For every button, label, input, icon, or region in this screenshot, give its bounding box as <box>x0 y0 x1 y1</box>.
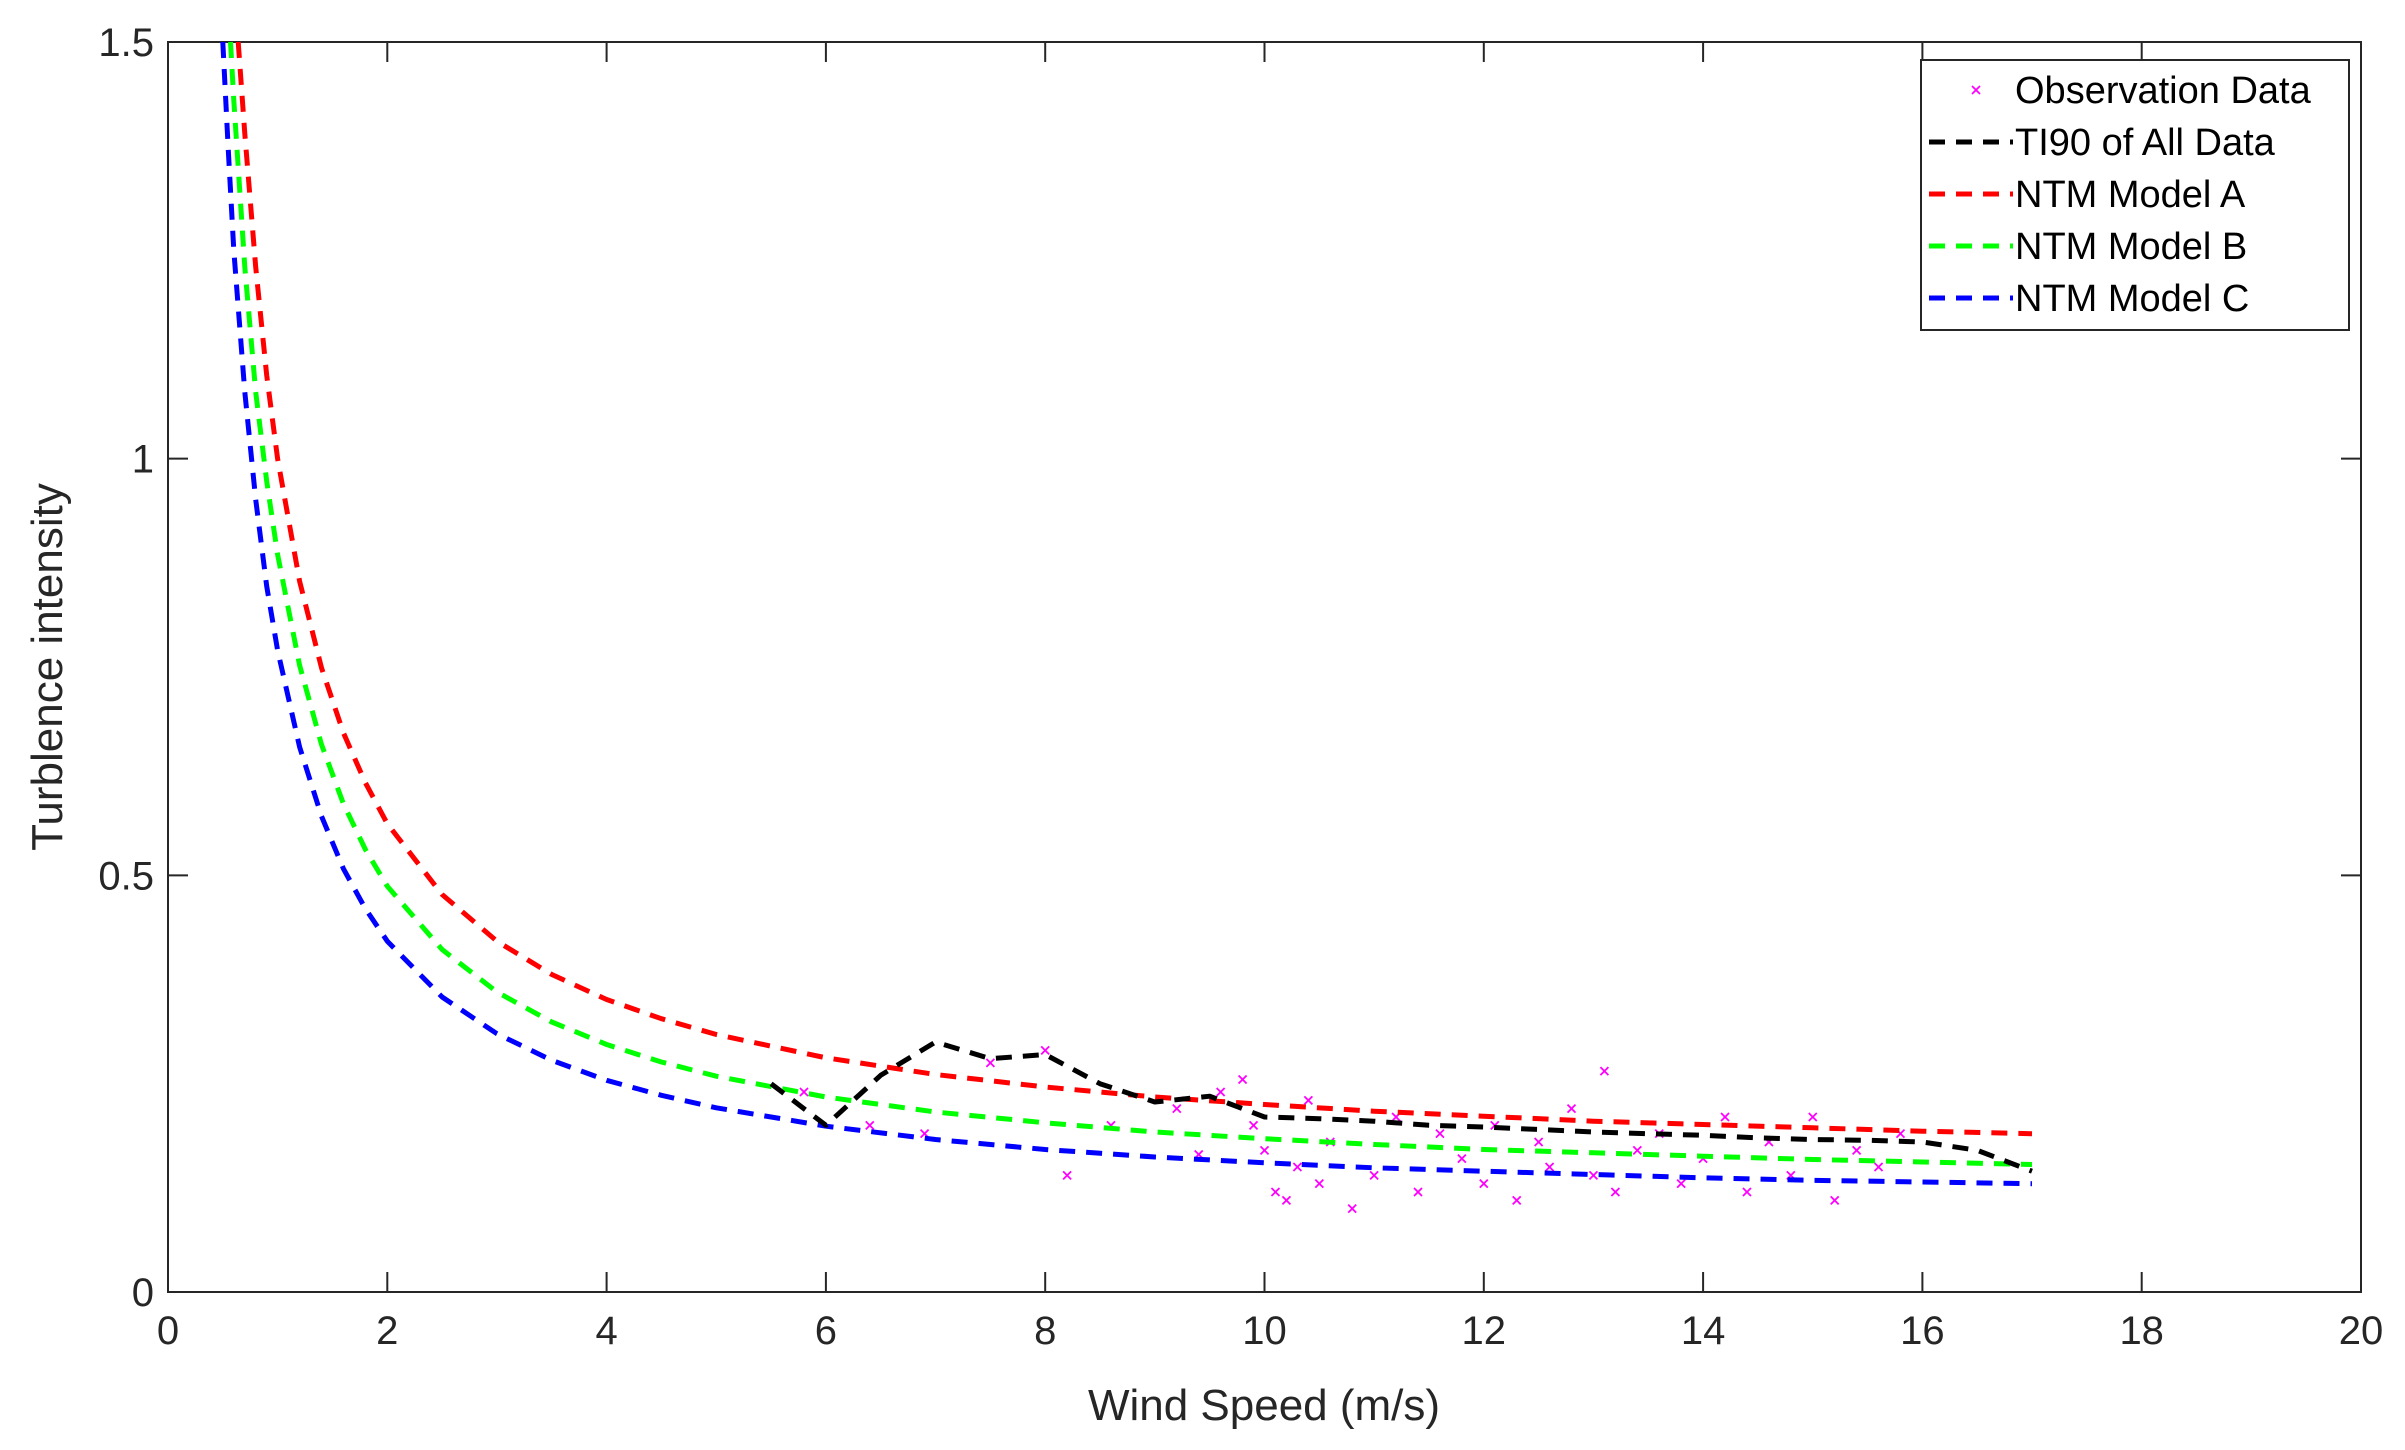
series-ntm-model-c <box>220 41 2033 1187</box>
x-tick-label: 12 <box>1462 1309 1507 1353</box>
series-ti90-of-all-data <box>769 1039 2033 1174</box>
observation-point <box>1720 1112 1730 1122</box>
series-layer <box>220 41 2033 1187</box>
observation-point <box>1873 1162 1884 1172</box>
y-tick-label: 0 <box>132 1271 154 1315</box>
legend-marker <box>1971 85 1981 95</box>
y-axis-label: Turblence intensity <box>23 483 72 851</box>
x-tick-label: 2 <box>376 1309 398 1353</box>
x-tick-label: 20 <box>2339 1309 2384 1353</box>
observation-point <box>1610 1187 1621 1197</box>
legend: Observation Data TI90 of All Data NTM Mode… <box>1920 59 2350 331</box>
observation-point <box>799 1087 809 1097</box>
y-tick-label: 1 <box>132 438 154 482</box>
observation-point <box>1676 1179 1686 1189</box>
observation-point <box>1512 1195 1522 1205</box>
observation-point <box>1479 1179 1489 1189</box>
legend-item: NTM Model C <box>1929 278 2249 320</box>
observation-point <box>1270 1187 1281 1197</box>
observation-point <box>985 1058 996 1068</box>
observation-point <box>1566 1104 1577 1114</box>
observation-point <box>1259 1145 1270 1155</box>
x-tick-label: 0 <box>157 1309 179 1353</box>
observation-point <box>1742 1187 1752 1197</box>
observation-point <box>865 1120 875 1130</box>
observation-point <box>1292 1162 1303 1172</box>
observation-point <box>1216 1087 1226 1097</box>
legend-label: NTM Model A <box>2015 174 2246 216</box>
series-ntm-model-b <box>228 41 2033 1167</box>
ticks-layer: 0 2 4 6 8 10 12 14 16 18 20 0 0.5 1 1.5 <box>98 21 2383 1353</box>
x-tick-label: 8 <box>1034 1309 1056 1353</box>
y-tick-label: 1.5 <box>98 21 154 65</box>
observation-point <box>1248 1120 1259 1130</box>
observation-point <box>1533 1137 1544 1147</box>
legend-item: Observation Data <box>1971 70 2312 112</box>
observation-point <box>1062 1170 1072 1180</box>
x-axis-label: Wind Speed (m/s) <box>1088 1381 1440 1430</box>
observation-point <box>1599 1066 1610 1076</box>
observation-point <box>1237 1074 1248 1085</box>
x-tick-label: 4 <box>595 1309 617 1353</box>
legend-label: Observation Data <box>2015 70 2312 112</box>
observation-point <box>1303 1095 1313 1105</box>
observation-point <box>1830 1195 1840 1205</box>
legend-label: TI90 of All Data <box>2015 122 2276 164</box>
observation-point <box>1544 1162 1555 1172</box>
observation-point <box>1314 1179 1324 1189</box>
observation-point <box>1347 1204 1357 1214</box>
observation-point <box>1435 1129 1445 1139</box>
x-tick-label: 18 <box>2119 1309 2164 1353</box>
observation-point <box>1632 1145 1642 1155</box>
observation-point <box>1172 1104 1182 1114</box>
observation-point <box>1281 1195 1292 1205</box>
x-tick-label: 10 <box>1242 1309 1287 1353</box>
legend-label: NTM Model C <box>2015 278 2249 320</box>
observation-point <box>1413 1187 1423 1197</box>
observation-point <box>1851 1145 1862 1155</box>
x-tick-label: 14 <box>1681 1309 1726 1353</box>
legend-item: NTM Model B <box>1929 226 2247 268</box>
legend-label: NTM Model B <box>2015 226 2247 268</box>
legend-item: NTM Model A <box>1929 174 2246 216</box>
series-ntm-model-a <box>235 41 2033 1137</box>
y-tick-label: 0.5 <box>98 854 154 898</box>
legend-item: TI90 of All Data <box>1929 122 2276 164</box>
x-tick-label: 16 <box>1900 1309 1945 1353</box>
x-tick-label: 6 <box>815 1309 837 1353</box>
observation-point <box>1457 1154 1467 1164</box>
observation-point <box>1588 1170 1599 1180</box>
observation-point <box>1040 1045 1050 1055</box>
observation-point <box>1369 1170 1379 1180</box>
observation-point <box>1808 1112 1818 1122</box>
